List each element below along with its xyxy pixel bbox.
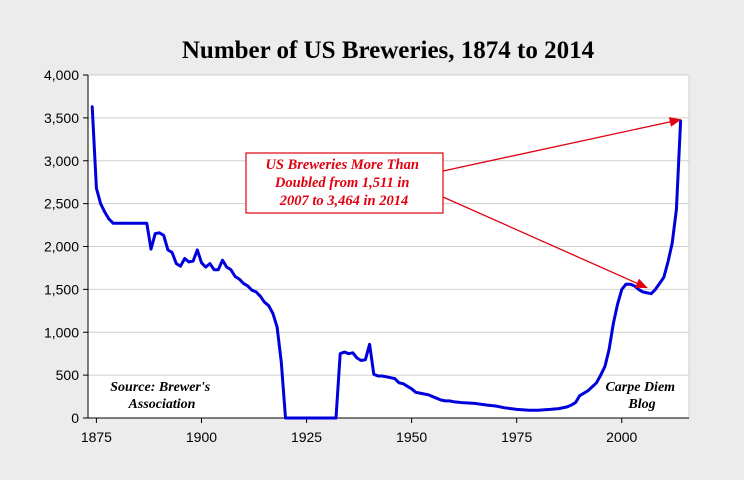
y-tick-label: 3,500	[44, 110, 79, 126]
source-note-line-2: Association	[128, 397, 196, 412]
x-tick-label: 1900	[186, 429, 217, 445]
blog-note: Carpe Diem Blog	[605, 380, 678, 412]
x-tick-label: 1950	[396, 429, 427, 445]
y-tick-label: 2,000	[44, 239, 79, 255]
y-tick-label: 3,000	[44, 153, 79, 169]
blog-note-line-1: Carpe Diem	[605, 380, 675, 395]
y-tick-label: 2,500	[44, 196, 79, 212]
y-tick-label: 1,000	[44, 324, 79, 340]
blog-note-line-2: Blog	[627, 397, 655, 412]
source-note: Source: Brewer's Association	[110, 380, 213, 412]
x-tick-label: 1875	[81, 429, 112, 445]
x-tick-label: 2000	[606, 429, 637, 445]
x-tick-label: 1975	[501, 429, 532, 445]
callout-line-3: 2007 to 3,464 in 2014	[279, 193, 409, 209]
callout-arrow-2014	[442, 117, 682, 172]
callout-arrow-2007	[442, 196, 648, 289]
x-tick-label: 1925	[291, 429, 322, 445]
callout-line-2: Doubled from 1,511 in	[274, 175, 410, 191]
y-tick-label: 0	[71, 410, 79, 426]
y-tick-label: 4,000	[44, 67, 79, 83]
chart-title: Number of US Breweries, 1874 to 2014	[182, 37, 595, 64]
y-tick-label: 500	[56, 367, 80, 383]
series-line-breweries	[90, 105, 683, 420]
y-tick-label: 1,500	[44, 281, 79, 297]
callout-box	[245, 152, 444, 214]
source-note-line-1: Source: Brewer's	[110, 380, 211, 395]
callout-text: US Breweries More Than Doubled from 1,51…	[265, 157, 422, 209]
callout-line-1: US Breweries More Than	[265, 157, 418, 173]
axis-ticks: 0 500 1,000 1,500 2,000 2,500 3,000 3,500 4,000 1…	[44, 67, 638, 445]
